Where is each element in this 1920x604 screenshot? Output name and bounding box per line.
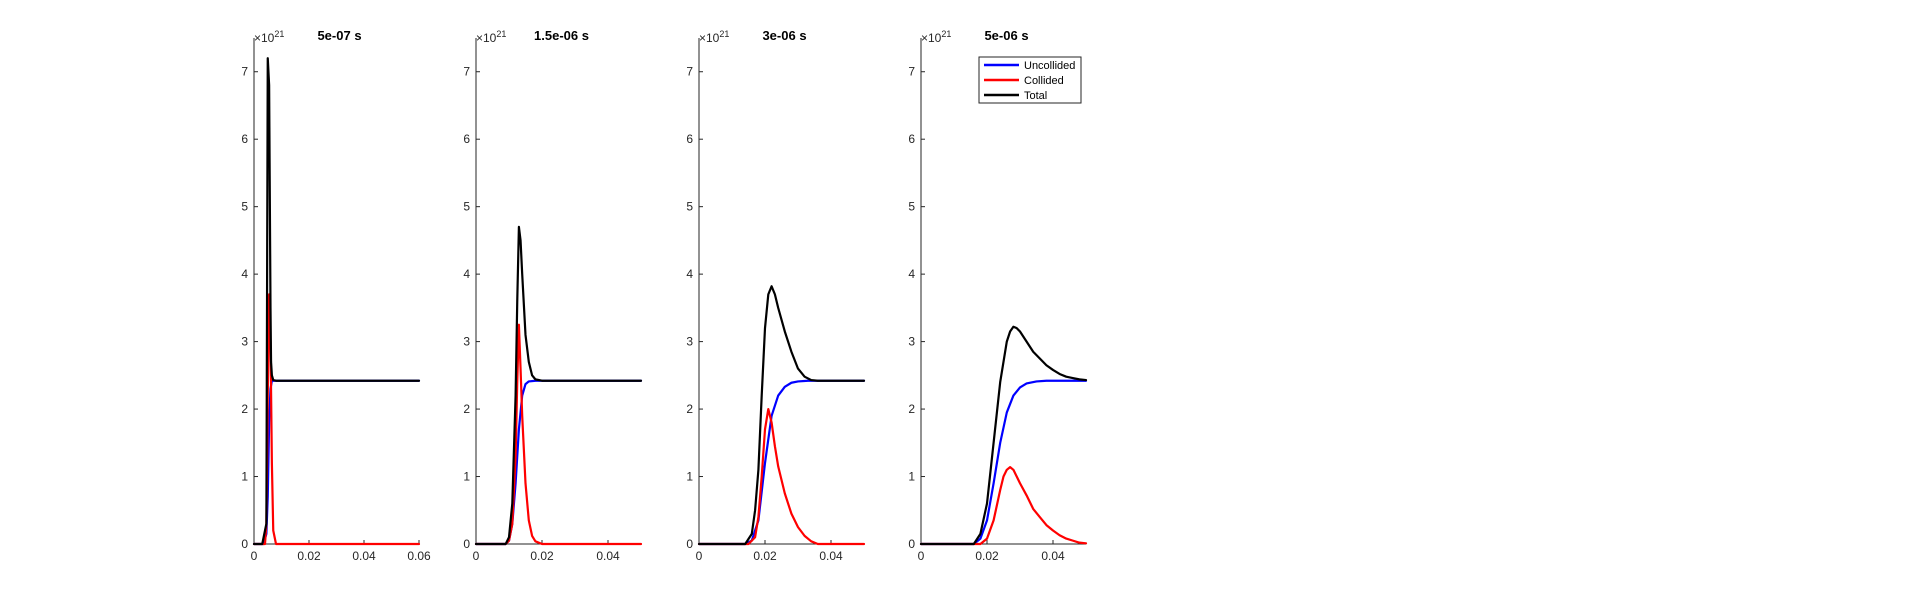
x-tick-label: 0.02 <box>753 549 777 563</box>
y-tick-label: 4 <box>908 267 915 281</box>
chart-title: 1.5e-06 s <box>534 28 589 43</box>
series-line-total <box>697 285 866 546</box>
y-tick-label: 6 <box>463 132 470 146</box>
series-line-uncollided <box>919 379 1088 546</box>
y-tick-label: 5 <box>241 200 248 214</box>
y-tick-label: 1 <box>241 470 248 484</box>
series-line-uncollided <box>474 379 643 546</box>
y-tick-label: 0 <box>908 537 915 551</box>
y-tick-label: 7 <box>908 65 915 79</box>
chart-title: 5e-06 s <box>984 28 1028 43</box>
series-line-total <box>919 325 1088 546</box>
y-tick-label: 2 <box>686 402 693 416</box>
y-exponent-label: ×1021 <box>254 29 284 45</box>
y-tick-label: 3 <box>686 335 693 349</box>
x-tick-label: 0.02 <box>297 549 321 563</box>
series-line-collided <box>697 407 866 546</box>
chart-title: 3e-06 s <box>762 28 806 43</box>
series-line-uncollided <box>252 379 421 546</box>
y-tick-label: 5 <box>686 200 693 214</box>
y-tick-label: 7 <box>241 65 248 79</box>
x-tick-label: 0.04 <box>352 549 376 563</box>
y-tick-label: 6 <box>686 132 693 146</box>
series-line-collided <box>919 465 1088 546</box>
legend-label-total: Total <box>1024 90 1047 102</box>
y-tick-label: 4 <box>463 267 470 281</box>
y-tick-label: 0 <box>686 537 693 551</box>
series-line-total <box>474 225 643 546</box>
x-tick-label: 0 <box>696 549 703 563</box>
y-tick-label: 1 <box>463 470 470 484</box>
y-exponent-label: ×1021 <box>921 29 951 45</box>
y-tick-label: 2 <box>463 402 470 416</box>
chart-panel-3: 0 1 2 3 4 5 6 7 0 0.02 0.04 ×1021 3e-06 s <box>686 28 866 563</box>
x-tick-label: 0 <box>918 549 925 563</box>
y-tick-label: 4 <box>241 267 248 281</box>
y-tick-label: 5 <box>908 200 915 214</box>
x-tick-label: 0 <box>251 549 258 563</box>
y-tick-label: 7 <box>686 65 693 79</box>
y-tick-label: 3 <box>241 335 248 349</box>
chart-panels: 0 1 2 3 4 5 6 7 0 0.02 0.04 0.06 ×1021 5e-07 s 0 1 2 3 4 5 6… <box>241 28 1088 563</box>
y-tick-label: 1 <box>908 470 915 484</box>
y-tick-label: 7 <box>463 65 470 79</box>
x-tick-label: 0.04 <box>1041 549 1065 563</box>
y-tick-label: 2 <box>241 402 248 416</box>
y-tick-label: 4 <box>686 267 693 281</box>
y-exponent-label: ×1021 <box>476 29 506 45</box>
y-tick-label: 5 <box>463 200 470 214</box>
y-tick-label: 6 <box>908 132 915 146</box>
chart-title: 5e-07 s <box>317 28 361 43</box>
y-tick-label: 0 <box>241 537 248 551</box>
x-tick-label: 0.04 <box>596 549 620 563</box>
x-tick-label: 0.04 <box>819 549 843 563</box>
chart-panel-4: 0 1 2 3 4 5 6 7 0 0.02 0.04 ×1021 5e-06 s Uncollided C… <box>908 28 1088 563</box>
y-tick-label: 2 <box>908 402 915 416</box>
y-tick-label: 6 <box>241 132 248 146</box>
y-exponent-label: ×1021 <box>699 29 729 45</box>
series-line-uncollided <box>697 379 866 546</box>
x-tick-label: 0.02 <box>530 549 554 563</box>
chart-panel-2: 0 1 2 3 4 5 6 7 0 0.02 0.04 ×1021 1.5e-06 s <box>463 28 643 563</box>
x-tick-label: 0 <box>473 549 480 563</box>
series-line-total <box>252 57 421 546</box>
series-line-collided <box>474 323 643 546</box>
series-line-collided <box>252 293 421 546</box>
y-tick-label: 0 <box>463 537 470 551</box>
legend: Uncollided Collided Total <box>978 56 1082 104</box>
x-tick-label: 0.06 <box>407 549 431 563</box>
legend-label-collided: Collided <box>1024 75 1064 87</box>
legend-label-uncollided: Uncollided <box>1024 60 1075 72</box>
chart-panel-1: 0 1 2 3 4 5 6 7 0 0.02 0.04 0.06 ×1021 5e-07 s <box>241 28 431 563</box>
y-tick-label: 3 <box>908 335 915 349</box>
y-tick-label: 3 <box>463 335 470 349</box>
x-tick-label: 0.02 <box>975 549 999 563</box>
y-tick-label: 1 <box>686 470 693 484</box>
